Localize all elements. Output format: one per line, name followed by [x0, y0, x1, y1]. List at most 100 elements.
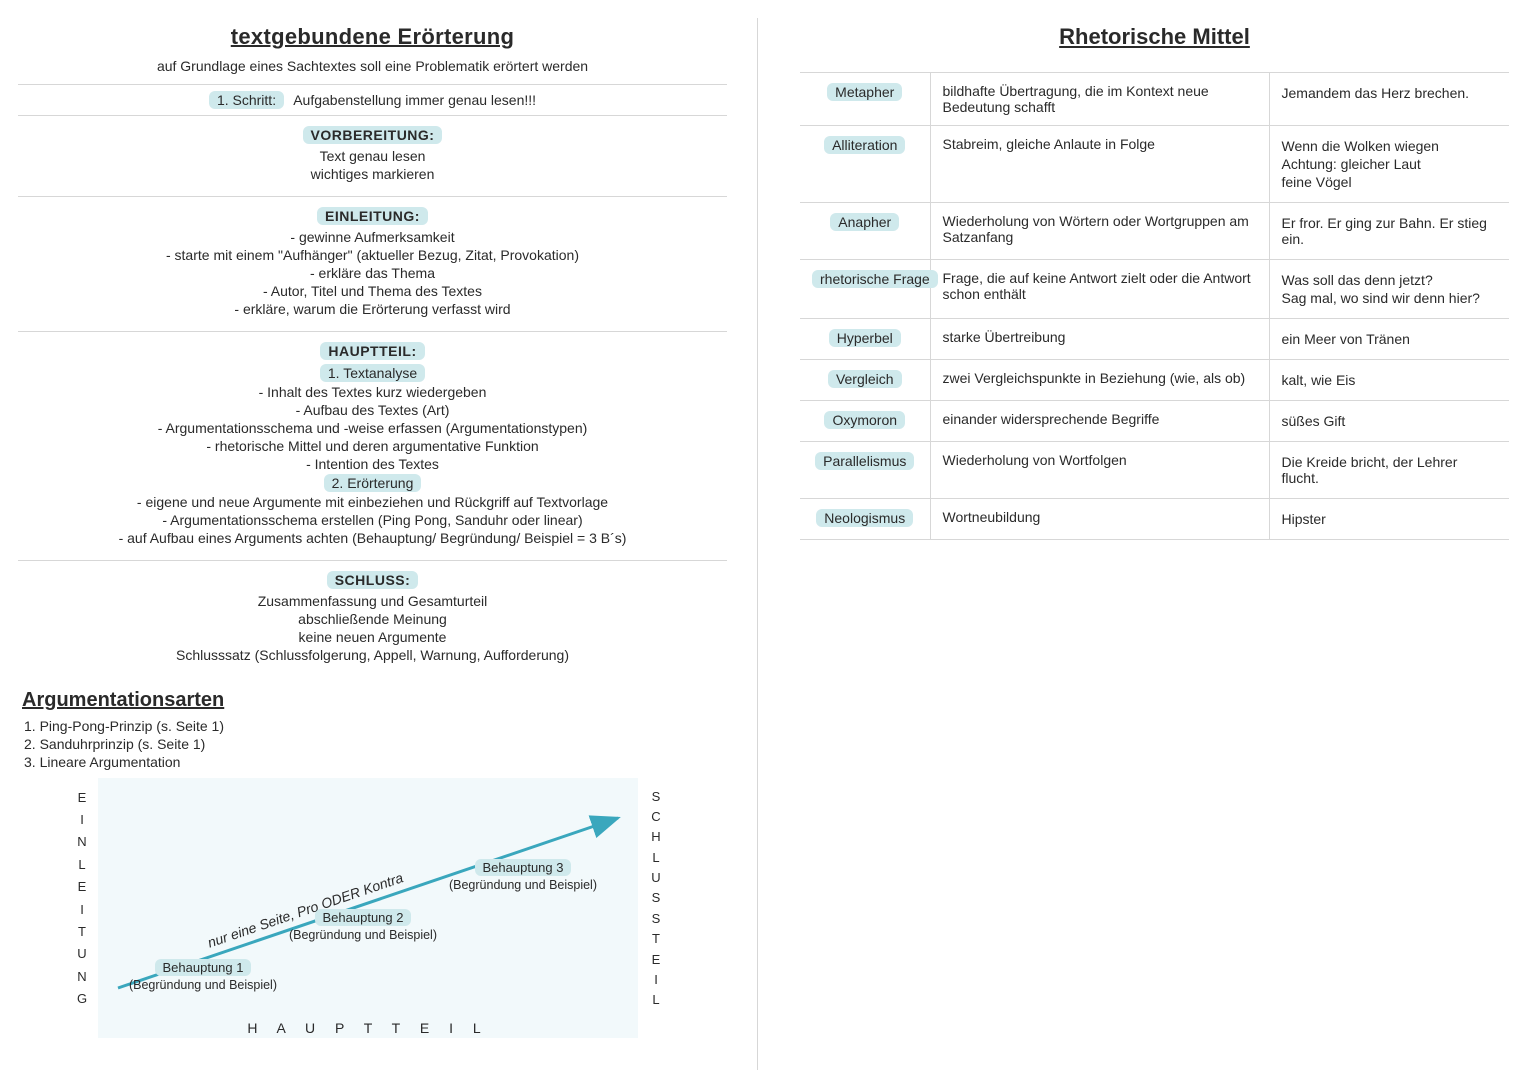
text-line: - erkläre, warum die Erörterung verfasst… — [18, 301, 727, 317]
rhetoric-example: Er fror. Er ging zur Bahn. Er stieg ein. — [1269, 203, 1509, 260]
rhetoric-name: Parallelismus — [815, 452, 914, 470]
section-vorbereitung: VORBEREITUNG: Text genau lesen wichtiges… — [18, 122, 727, 190]
rhetoric-example: Was soll das denn jetzt?Sag mal, wo sind… — [1269, 260, 1509, 319]
text-line: - Aufbau des Textes (Art) — [18, 402, 727, 418]
rule — [18, 196, 727, 197]
text-line: - Autor, Titel und Thema des Textes — [18, 283, 727, 299]
linear-argument-diagram: EINLEITUNG SCHLUSSTEIL nur eine Seite, P… — [98, 778, 638, 1038]
section-hauptteil: HAUPTTEIL: 1. Textanalyse - Inhalt des T… — [18, 338, 727, 554]
rhetoric-name: Metapher — [827, 83, 902, 101]
rhetoric-definition: Wortneubildung — [930, 499, 1269, 540]
argument-sub: (Begründung und Beispiel) — [128, 978, 278, 992]
rhetoric-definition: Stabreim, gleiche Anlaute in Folge — [930, 126, 1269, 203]
text-line: - gewinne Aufmerksamkeit — [18, 229, 727, 245]
step1: 1. Schritt: Aufgabenstellung immer genau… — [18, 91, 727, 109]
rhetoric-definition: Wiederholung von Wortfolgen — [930, 442, 1269, 499]
einleitung-heading: EINLEITUNG: — [317, 207, 428, 225]
table-row: Anapher Wiederholung von Wörtern oder Wor… — [800, 203, 1509, 260]
argarten-list: 1. Ping-Pong-Prinzip (s. Seite 1) 2. San… — [24, 718, 727, 770]
table-row: Metapher bildhafte Übertragung, die im Ko… — [800, 73, 1509, 126]
rhetoric-name: Oxymoron — [824, 411, 905, 429]
table-row: Alliteration Stabreim, gleiche Anlaute in… — [800, 126, 1509, 203]
text-line: keine neuen Argumente — [18, 629, 727, 645]
rhetoric-example: süßes Gift — [1269, 401, 1509, 442]
rhetoric-name: Vergleich — [828, 370, 902, 388]
rhetoric-definition: starke Übertreibung — [930, 319, 1269, 360]
table-row: rhetorische FrageFrage, die auf keine An… — [800, 260, 1509, 319]
rhetoric-definition: Wiederholung von Wörtern oder Wortgruppe… — [930, 203, 1269, 260]
text-line: - Argumentationsschema erstellen (Ping P… — [18, 512, 727, 528]
schluss-heading: SCHLUSS: — [327, 571, 419, 589]
text-line: abschließende Meinung — [18, 611, 727, 627]
argument-box: Behauptung 1 (Begründung und Beispiel) — [128, 959, 278, 992]
text-line: - eigene und neue Argumente mit einbezie… — [18, 494, 727, 510]
rhetoric-example: Wenn die Wolken wiegenAchtung: gleicher … — [1269, 126, 1509, 203]
text-line: Text genau lesen — [18, 148, 727, 164]
rhetoric-name: Anapher — [830, 213, 899, 231]
table-row: Neologismus WortneubildungHipster — [800, 499, 1509, 540]
right-column: Rhetorische Mittel Metapher bildhafte Übe… — [788, 18, 1509, 1070]
hauptteil-sub1: 1. Textanalyse — [320, 364, 425, 382]
table-row: Hyperbel starke Übertreibungein Meer von … — [800, 319, 1509, 360]
text-line: - rhetorische Mittel und deren argumenta… — [18, 438, 727, 454]
text-line: - erkläre das Thema — [18, 265, 727, 281]
list-item: 3. Lineare Argumentation — [24, 754, 727, 770]
argument-sub: (Begründung und Beispiel) — [288, 928, 438, 942]
rhetoric-title: Rhetorische Mittel — [800, 24, 1509, 50]
left-column: textgebundene Erörterung auf Grundlage e… — [18, 18, 727, 1070]
rhetoric-example: Jemandem das Herz brechen. — [1269, 73, 1509, 126]
rhetoric-definition: Frage, die auf keine Antwort zielt oder … — [930, 260, 1269, 319]
schlussteil-vertical-label: SCHLUSSTEIL — [648, 786, 666, 1010]
einleitung-vertical-label: EINLEITUNG — [74, 786, 92, 1010]
rule — [18, 560, 727, 561]
argument-title: Behauptung 3 — [475, 859, 572, 876]
argument-box: Behauptung 3 (Begründung und Beispiel) — [448, 859, 598, 892]
left-title: textgebundene Erörterung — [18, 24, 727, 50]
page: textgebundene Erörterung auf Grundlage e… — [0, 0, 1527, 1080]
rhetoric-example: Die Kreide bricht, der Lehrer flucht. — [1269, 442, 1509, 499]
rhetoric-example: Hipster — [1269, 499, 1509, 540]
hauptteil-bottom-label: H A U P T T E I L — [98, 1020, 638, 1036]
hauptteil-heading: HAUPTTEIL: — [320, 342, 424, 360]
rhetoric-definition: zwei Vergleichspunkte in Beziehung (wie,… — [930, 360, 1269, 401]
text-line: - auf Aufbau eines Arguments achten (Beh… — [18, 530, 727, 546]
rhetoric-example: kalt, wie Eis — [1269, 360, 1509, 401]
text-line: Schlusssatz (Schlussfolgerung, Appell, W… — [18, 647, 727, 663]
text-line: - Intention des Textes — [18, 456, 727, 472]
argarten-title: Argumentationsarten — [22, 689, 727, 712]
section-einleitung: EINLEITUNG: - gewinne Aufmerksamkeit - s… — [18, 203, 727, 325]
list-item: 2. Sanduhrprinzip (s. Seite 1) — [24, 736, 727, 752]
rule — [18, 115, 727, 116]
text-line: - Argumentationsschema und -weise erfass… — [18, 420, 727, 436]
rhetoric-name: rhetorische Frage — [812, 270, 938, 288]
rhetoric-name: Alliteration — [824, 136, 905, 154]
list-item: 1. Ping-Pong-Prinzip (s. Seite 1) — [24, 718, 727, 734]
table-row: Vergleich zwei Vergleichspunkte in Bezieh… — [800, 360, 1509, 401]
rhetoric-example: ein Meer von Tränen — [1269, 319, 1509, 360]
table-row: Parallelismus Wiederholung von Wortfolgen… — [800, 442, 1509, 499]
table-row: Oxymoron einander widersprechende Begriff… — [800, 401, 1509, 442]
arrow-icon — [98, 778, 638, 1038]
rhetoric-name: Hyperbel — [829, 329, 901, 347]
text-line: - Inhalt des Textes kurz wiedergeben — [18, 384, 727, 400]
text-line: wichtiges markieren — [18, 166, 727, 182]
argument-title: Behauptung 2 — [315, 909, 412, 926]
rhetoric-definition: bildhafte Übertragung, die im Kontext ne… — [930, 73, 1269, 126]
column-divider — [757, 18, 758, 1070]
argument-sub: (Begründung und Beispiel) — [448, 878, 598, 892]
text-line: - starte mit einem "Aufhänger" (aktuelle… — [18, 247, 727, 263]
vorbereitung-heading: VORBEREITUNG: — [303, 126, 443, 144]
argument-title: Behauptung 1 — [155, 959, 252, 976]
step1-label: 1. Schritt: — [209, 91, 284, 109]
hauptteil-sub2: 2. Erörterung — [324, 474, 422, 492]
section-schluss: SCHLUSS: Zusammenfassung und Gesamturtei… — [18, 567, 727, 671]
left-subtitle: auf Grundlage eines Sachtextes soll eine… — [18, 58, 727, 74]
rule — [18, 331, 727, 332]
rhetoric-name: Neologismus — [816, 509, 913, 527]
argument-box: Behauptung 2 (Begründung und Beispiel) — [288, 909, 438, 942]
text-line: Zusammenfassung und Gesamturteil — [18, 593, 727, 609]
step1-text: Aufgabenstellung immer genau lesen!!! — [293, 92, 536, 108]
rule — [18, 84, 727, 85]
rhetoric-table: Metapher bildhafte Übertragung, die im Ko… — [800, 72, 1509, 540]
rhetoric-definition: einander widersprechende Begriffe — [930, 401, 1269, 442]
